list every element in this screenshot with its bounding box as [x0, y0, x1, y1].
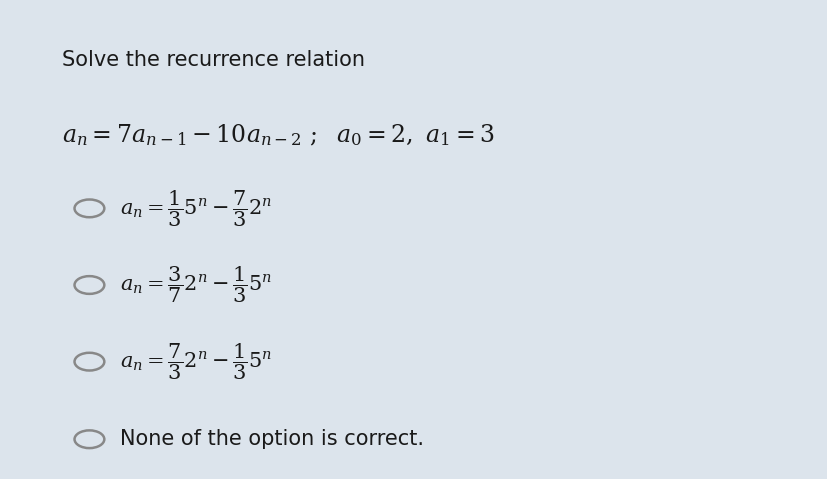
Text: $a_n = \dfrac{1}{3}5^n - \dfrac{7}{3}2^n$: $a_n = \dfrac{1}{3}5^n - \dfrac{7}{3}2^n…	[120, 188, 272, 228]
Text: $a_n = \dfrac{3}{7}2^n - \dfrac{1}{3}5^n$: $a_n = \dfrac{3}{7}2^n - \dfrac{1}{3}5^n…	[120, 265, 272, 305]
Text: $a_n = \dfrac{7}{3}2^n - \dfrac{1}{3}5^n$: $a_n = \dfrac{7}{3}2^n - \dfrac{1}{3}5^n…	[120, 342, 272, 382]
Text: $a_n = 7a_{n-1} - 10a_{n-2}\ ;\ \ a_0 = 2,\ a_1 = 3$: $a_n = 7a_{n-1} - 10a_{n-2}\ ;\ \ a_0 = …	[62, 122, 495, 148]
Text: Solve the recurrence relation: Solve the recurrence relation	[62, 50, 365, 70]
Text: None of the option is correct.: None of the option is correct.	[120, 429, 423, 449]
